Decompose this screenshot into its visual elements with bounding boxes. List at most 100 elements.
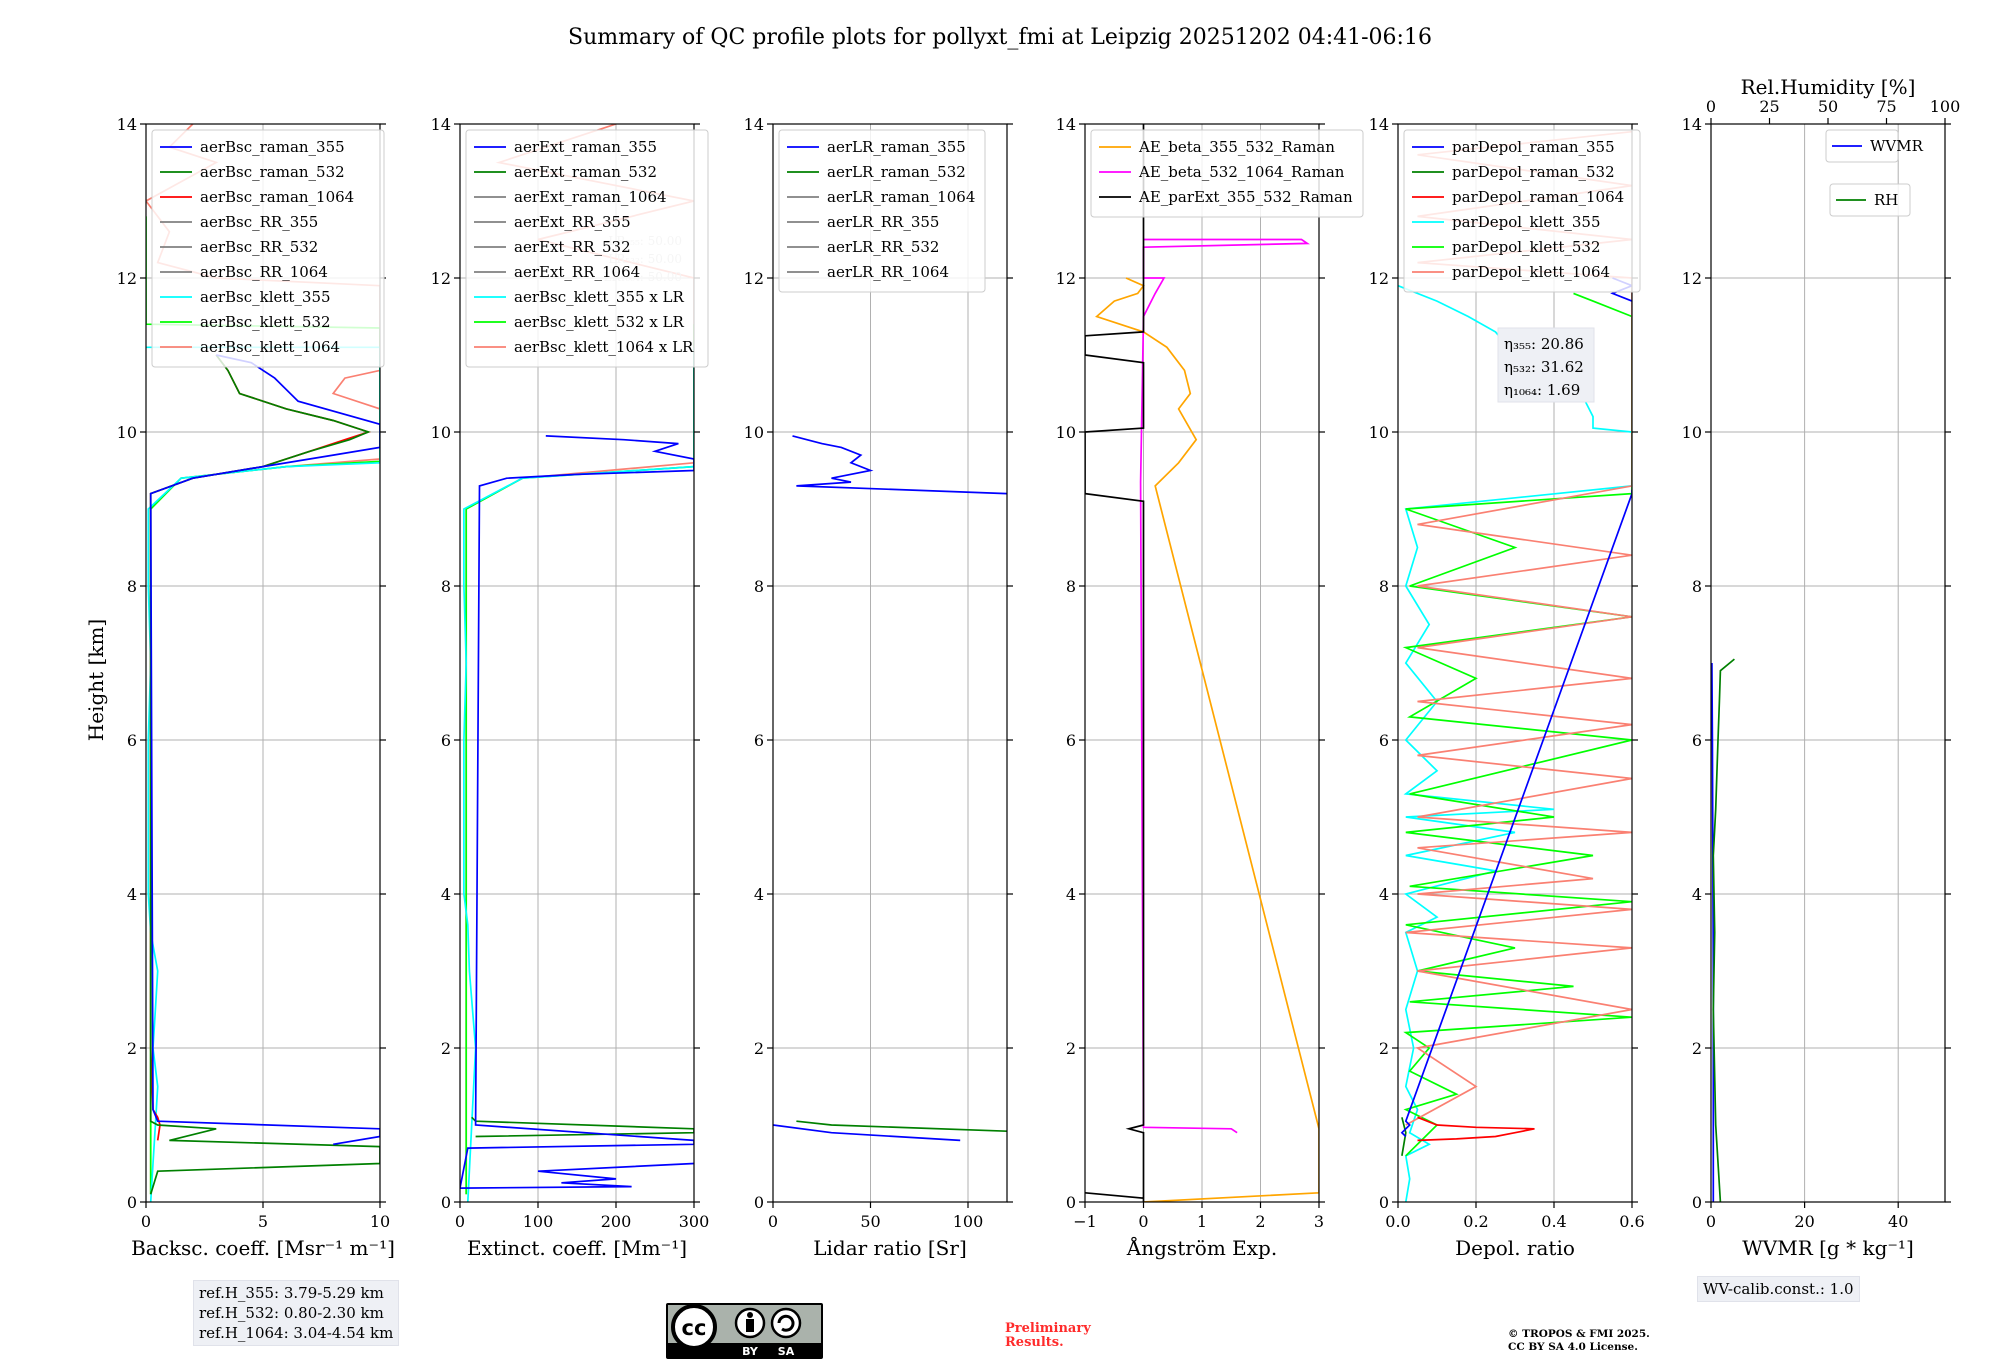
wv-calibration-text: WV-calib.const.: 1.0 bbox=[1703, 1280, 1854, 1298]
x-tick-label: 10 bbox=[370, 1212, 390, 1231]
y-tick-label: 6 bbox=[1066, 731, 1076, 750]
legend: AE_beta_355_532_Raman AE_beta_532_1064_Ra… bbox=[1090, 129, 1364, 218]
y-tick-label: 8 bbox=[1379, 577, 1389, 596]
legend-label: parDepol_raman_532 bbox=[1452, 163, 1615, 181]
axes-frame bbox=[459, 123, 695, 1203]
legend-label: aerExt_RR_532 bbox=[514, 238, 631, 256]
y-tick-label: 12 bbox=[431, 269, 451, 288]
x-axis-label: Depol. ratio bbox=[1455, 1236, 1575, 1260]
y-tick-label: 0 bbox=[1066, 1193, 1076, 1212]
x-axis-label: Ångström Exp. bbox=[1126, 1235, 1277, 1260]
legend: aerLR_raman_355 aerLR_raman_532 aerLR_rama… bbox=[778, 129, 986, 293]
top-x-tick-label: 0 bbox=[1706, 97, 1716, 116]
x-tick-label: 0 bbox=[455, 1212, 465, 1231]
legend-label: aerExt_raman_355 bbox=[514, 138, 657, 156]
y-tick-label: 8 bbox=[441, 577, 451, 596]
y-tick-label: 8 bbox=[1066, 577, 1076, 596]
x-tick-label: 40 bbox=[1888, 1212, 1908, 1231]
y-tick-label: 8 bbox=[754, 577, 764, 596]
y-tick-label: 0 bbox=[127, 1193, 137, 1212]
legend-label: aerBsc_klett_1064 bbox=[200, 338, 340, 356]
legend-label: aerBsc_klett_355 bbox=[200, 288, 331, 306]
y-tick-label: 2 bbox=[754, 1039, 764, 1058]
series-line-parDepol_klett_532 bbox=[1402, 292, 1632, 1157]
y-tick-label: 4 bbox=[1066, 885, 1076, 904]
y-tick-label: 14 bbox=[1056, 115, 1076, 134]
y-tick-label: 10 bbox=[1682, 423, 1702, 442]
x-tick-label: −1 bbox=[1073, 1212, 1097, 1231]
series-line-aerBsc_klett_355 bbox=[146, 346, 380, 1202]
top-x-tick-label: 100 bbox=[1930, 97, 1961, 116]
copyright-note: © TROPOS & FMI 2025. CC BY SA 4.0 Licens… bbox=[1508, 1328, 1650, 1353]
y-tick-label: 4 bbox=[441, 885, 451, 904]
x-tick-label: 0 bbox=[1706, 1212, 1716, 1231]
x-tick-label: 0 bbox=[1138, 1212, 1148, 1231]
y-tick-label: 2 bbox=[127, 1039, 137, 1058]
y-tick-label: 8 bbox=[1692, 577, 1702, 596]
y-tick-label: 8 bbox=[127, 577, 137, 596]
y-tick-label: 4 bbox=[754, 885, 764, 904]
x-tick-label: 20 bbox=[1794, 1212, 1814, 1231]
legend-label: aerBsc_klett_1064 x LR bbox=[514, 338, 694, 356]
legend-label: RH bbox=[1874, 191, 1898, 209]
series-line-AE_parExt_355_532_Raman bbox=[1085, 124, 1145, 1202]
y-tick-label: 6 bbox=[127, 731, 137, 750]
y-tick-label: 6 bbox=[754, 731, 764, 750]
y-tick-label: 4 bbox=[1379, 885, 1389, 904]
y-tick-label: 2 bbox=[1066, 1039, 1076, 1058]
x-tick-label: 50 bbox=[860, 1212, 880, 1231]
y-tick-label: 10 bbox=[1369, 423, 1389, 442]
x-axis-label: Lidar ratio [Sr] bbox=[813, 1236, 967, 1260]
legend-label: aerExt_raman_532 bbox=[514, 163, 657, 181]
y-tick-label: 12 bbox=[1056, 269, 1076, 288]
legend-label: aerBsc_klett_532 x LR bbox=[514, 313, 685, 331]
legend-label: aerBsc_raman_1064 bbox=[200, 188, 354, 206]
x-tick-label: 2 bbox=[1255, 1212, 1265, 1231]
series-line-parDepol_raman_355 bbox=[1400, 489, 1632, 1138]
x-tick-label: 200 bbox=[601, 1212, 632, 1231]
legend-label: AE_beta_355_532_Raman bbox=[1138, 138, 1335, 156]
wv-calibration-box: WV-calib.const.: 1.0 bbox=[1697, 1276, 1860, 1302]
eta-value: η₁₀₆₄: 1.69 bbox=[1504, 381, 1580, 399]
y-tick-label: 0 bbox=[441, 1193, 451, 1212]
y-tick-label: 14 bbox=[117, 115, 137, 134]
x-axis-label: Backsc. coeff. [Msr⁻¹ m⁻¹] bbox=[131, 1236, 395, 1260]
y-tick-label: 12 bbox=[1682, 269, 1702, 288]
top-x-axis-label: Rel.Humidity [%] bbox=[1741, 75, 1916, 99]
legend-label: parDepol_klett_532 bbox=[1452, 238, 1601, 256]
x-axis-label: Extinct. coeff. [Mm⁻¹] bbox=[467, 1236, 687, 1260]
ref-height-532: ref.H_532: 0.80-2.30 km bbox=[199, 1304, 384, 1322]
legend-label: aerExt_RR_1064 bbox=[514, 263, 640, 281]
svg-text:BY: BY bbox=[742, 1345, 759, 1358]
legend-label: aerBsc_klett_532 bbox=[200, 313, 331, 331]
legend-label: aerLR_RR_532 bbox=[827, 238, 939, 256]
top-x-tick-label: 50 bbox=[1818, 97, 1838, 116]
legend-label: aerLR_RR_1064 bbox=[827, 263, 949, 281]
cc-by-sa-badge: cc BY SA bbox=[666, 1303, 823, 1359]
legend-label: aerExt_raman_1064 bbox=[514, 188, 667, 206]
series-line-aerBsc_raman_355 bbox=[149, 354, 380, 1146]
y-tick-label: 12 bbox=[744, 269, 764, 288]
legend-label: aerExt_RR_355 bbox=[514, 213, 631, 231]
series-line-parDepol_raman_1064 bbox=[1417, 1116, 1535, 1142]
panel-depol: 0 2 4 6 8 10 12 14 0.0 0.2 0.4 0.6 Depol. ratio parDe… bbox=[1369, 115, 1645, 1260]
y-tick-label: 6 bbox=[1379, 731, 1389, 750]
y-tick-label: 14 bbox=[431, 115, 451, 134]
series-line-aerBsc_raman_1064 bbox=[149, 354, 372, 1141]
y-tick-label: 2 bbox=[1692, 1039, 1702, 1058]
svg-text:cc: cc bbox=[682, 1316, 707, 1340]
panel-ext: 0 2 4 6 8 10 12 14 0 100 200 300 Extinct. coeff. [Mm… bbox=[431, 115, 710, 1260]
legend-label: aerLR_RR_355 bbox=[827, 213, 939, 231]
x-tick-label: 0.0 bbox=[1385, 1212, 1410, 1231]
series-line-RH bbox=[1712, 658, 1735, 1202]
x-tick-label: 0.2 bbox=[1463, 1212, 1488, 1231]
ref-height-1064: ref.H_1064: 3.04-4.54 km bbox=[199, 1324, 394, 1342]
reference-height-box: ref.H_355: 3.79-5.29 km ref.H_532: 0.80-… bbox=[193, 1280, 400, 1346]
y-tick-label: 10 bbox=[431, 423, 451, 442]
figure-title: Summary of QC profile plots for pollyxt_… bbox=[568, 25, 1432, 50]
y-tick-label: 4 bbox=[127, 885, 137, 904]
series-line-aerLR_raman_532 bbox=[796, 1120, 1007, 1133]
y-tick-label: 10 bbox=[744, 423, 764, 442]
